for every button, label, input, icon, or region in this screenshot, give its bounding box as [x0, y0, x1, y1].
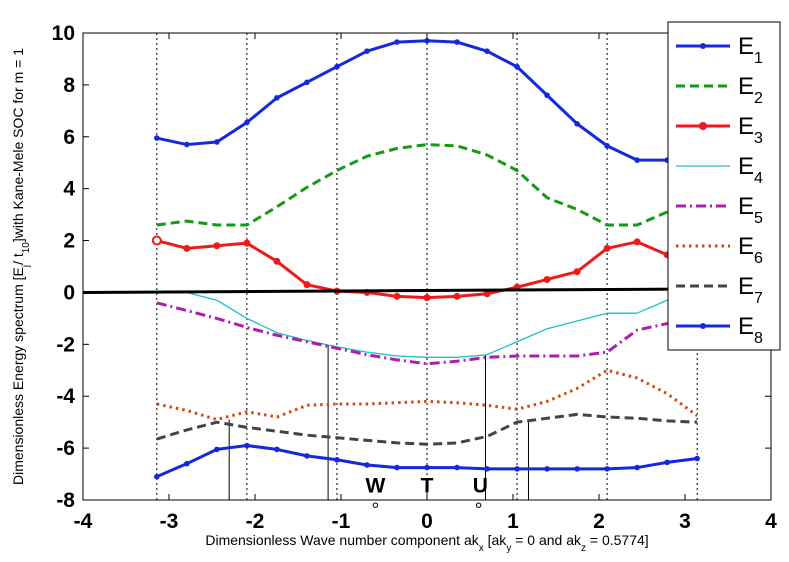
series-point-e1-10 — [454, 39, 460, 45]
series-point-e3-3 — [243, 239, 251, 247]
series-point-e8-3 — [244, 442, 250, 449]
series-point-e1-8 — [394, 39, 400, 45]
series-point-e8-1 — [184, 460, 190, 467]
legend-label-e3: E3 — [738, 113, 763, 147]
series-point-e3-5 — [303, 281, 311, 289]
x-tick-label-3: -1 — [332, 510, 351, 533]
series-point-e8-13 — [544, 466, 550, 472]
series-point-e1-7 — [364, 48, 370, 54]
legend-label-e7: E7 — [738, 273, 763, 307]
series-line-e7 — [156, 412, 698, 446]
legend-label-e6: E6 — [738, 233, 763, 267]
series-point-e3-10 — [453, 292, 461, 300]
series-point-e3-16 — [633, 238, 641, 246]
series-point-e8-6 — [334, 456, 340, 463]
y-axis-title: Dimensionless Energy spectrum [Ej/ t10]w… — [10, 48, 32, 485]
series-point-e1-14 — [574, 121, 580, 127]
point-marker-1 — [475, 502, 482, 508]
series-point-e1-1 — [184, 141, 190, 148]
legend: E1 E2 E3 E4 E5 E6 E7 E8 — [667, 21, 781, 351]
series-line-e4 — [156, 290, 698, 358]
series-point-e1-9 — [424, 37, 430, 44]
series-layer — [82, 37, 772, 480]
y-tick-label-0: -8 — [56, 489, 75, 512]
x-tick-label-7: 3 — [679, 510, 691, 533]
x-tick-label-4: 0 — [421, 510, 433, 533]
series-point-e8-10 — [454, 464, 460, 471]
series-point-e8-7 — [364, 462, 370, 468]
y-tick-label-1: -6 — [56, 437, 75, 460]
series-point-e1-0 — [154, 135, 160, 141]
zero-energy-line — [82, 287, 772, 294]
series-point-e3-2 — [213, 242, 221, 250]
series-point-e3-15 — [603, 244, 611, 252]
auxiliary-lines — [228, 345, 529, 500]
y-tick-label-7: 6 — [63, 126, 75, 149]
series-point-e1-3 — [244, 119, 250, 126]
legend-box — [667, 21, 781, 351]
y-tick-label-3: -2 — [56, 333, 75, 356]
series-line-e2 — [156, 143, 698, 227]
legend-label-e4: E4 — [738, 153, 763, 187]
series-point-e1-6 — [334, 63, 340, 70]
series-point-e3-0 — [151, 235, 162, 246]
series-point-e1-2 — [214, 139, 220, 145]
series-point-e3-1 — [183, 244, 191, 252]
series-point-e8-12 — [514, 466, 520, 472]
series-point-e8-11 — [484, 466, 490, 472]
legend-marker-e8 — [700, 323, 706, 329]
series-point-e3-11 — [483, 290, 491, 298]
series-point-e8-8 — [394, 464, 400, 471]
y-tick-label-9: 10 — [52, 22, 75, 45]
series-point-e1-15 — [604, 143, 610, 149]
series-point-e8-18 — [694, 455, 700, 462]
point-label-t: T — [421, 474, 434, 497]
legend-marker-e1 — [700, 43, 706, 49]
series-point-e8-0 — [154, 473, 160, 480]
series-point-e1-12 — [514, 63, 520, 70]
series-point-e3-13 — [543, 275, 551, 283]
legend-label-e1: E1 — [738, 33, 763, 67]
series-point-e1-5 — [304, 79, 310, 86]
y-tick-label-2: -4 — [56, 385, 75, 408]
legend-marker-e3 — [699, 122, 707, 130]
series-point-e8-16 — [634, 464, 640, 471]
series-point-e8-14 — [574, 466, 580, 472]
x-tick-label-6: 2 — [593, 510, 605, 533]
series-point-e1-11 — [484, 48, 490, 54]
x-tick-label-8: 4 — [765, 510, 777, 533]
point-label-u: U — [473, 474, 488, 497]
point-label-w: W — [365, 474, 385, 497]
series-point-e1-16 — [634, 157, 640, 163]
legend-label-e8: E8 — [738, 313, 763, 347]
series-point-e8-5 — [304, 453, 310, 459]
series-point-e1-13 — [544, 92, 550, 99]
label-layer: Dimensionless Wave number component akx … — [10, 48, 649, 554]
x-tick-label-5: 1 — [507, 510, 519, 533]
series-line-e6 — [156, 368, 699, 422]
series-point-e8-4 — [274, 446, 280, 453]
x-axis-title: Dimensionless Wave number component akx … — [205, 532, 648, 554]
x-tick-label-2: -2 — [246, 510, 265, 533]
series-point-e8-9 — [424, 464, 430, 471]
series-point-e3-8 — [393, 292, 401, 300]
y-tick-label-5: 2 — [63, 230, 75, 253]
x-tick-label-0: -4 — [74, 510, 93, 533]
series-point-e8-15 — [604, 466, 610, 472]
legend-label-e5: E5 — [738, 193, 763, 227]
series-point-e3-14 — [573, 268, 581, 276]
legend-label-e2: E2 — [738, 73, 763, 107]
y-tick-label-4: 0 — [63, 281, 75, 304]
point-marker-0 — [372, 502, 379, 508]
y-tick-label-8: 8 — [63, 74, 75, 97]
series-point-e1-4 — [274, 95, 280, 101]
series-point-e8-2 — [214, 446, 220, 453]
x-tick-label-1: -3 — [160, 510, 179, 533]
series-point-e3-9 — [423, 294, 431, 302]
y-tick-label-6: 4 — [63, 178, 75, 201]
series-point-e8-17 — [664, 459, 670, 466]
series-point-e3-4 — [273, 257, 281, 265]
